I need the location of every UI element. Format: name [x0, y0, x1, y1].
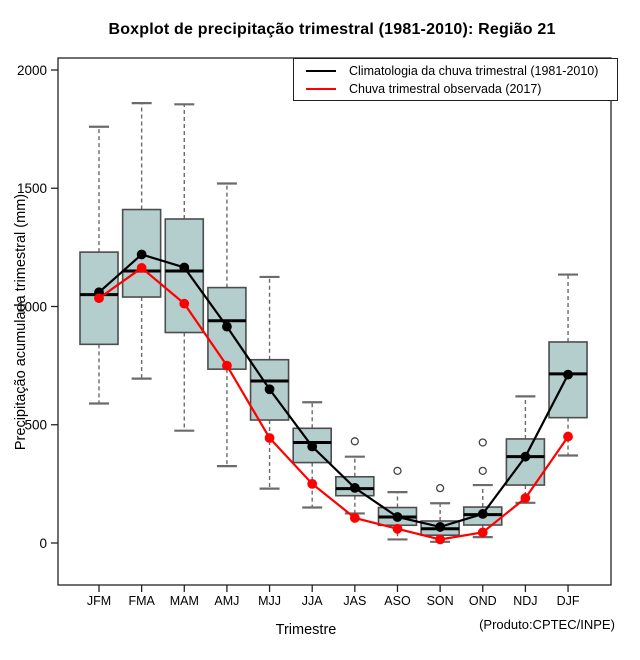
legend-label-climatologia: Climatologia da chuva trimestral (1981-2… — [349, 63, 599, 78]
climatologia-line — [98, 253, 570, 529]
climatologia-line-icon — [306, 69, 336, 72]
climatologia-point-DJF — [563, 369, 573, 380]
climatologia-point-JAS — [349, 482, 360, 493]
observada-line — [98, 266, 569, 541]
climatologia-point-MAM — [179, 262, 190, 273]
y-tick-label: 2000 — [17, 63, 47, 78]
x-tick-label: AMJ — [214, 594, 239, 608]
y-tick-label: 1000 — [17, 299, 47, 314]
climatologia-point-NDJ — [520, 451, 531, 462]
observada-point-JFM — [94, 293, 104, 304]
x-tick-label: JJA — [302, 594, 324, 608]
observada-point-AMJ — [222, 360, 232, 371]
y-tick-label: 0 — [39, 536, 47, 551]
observada-point-JJA — [307, 478, 318, 489]
x-tick-label: DJF — [557, 594, 580, 608]
observada-point-DJF — [563, 431, 573, 442]
x-tick-label: FMA — [128, 594, 155, 608]
climatologia-point-AMJ — [222, 321, 232, 332]
product-credit: (Produto:CPTEC/INPE) — [479, 617, 615, 632]
x-tick-label: NDJ — [513, 594, 537, 608]
box-DJF — [548, 341, 588, 419]
climatologia-point-MJJ — [264, 384, 275, 395]
outlier-ASO — [393, 466, 402, 476]
observada-point-JAS — [349, 513, 360, 523]
outlier-OND — [478, 466, 487, 476]
climatologia-point-OND — [477, 509, 488, 519]
legend-item-observada: Chuva trimestral observada (2017) — [294, 81, 617, 96]
legend: Climatologia da chuva trimestral (1981-2… — [293, 58, 618, 101]
x-tick-label: SON — [427, 594, 454, 608]
x-tick-label: OND — [469, 594, 497, 608]
observada-point-MJJ — [264, 433, 275, 443]
x-tick-label: JFM — [87, 594, 111, 608]
observada-point-SON — [435, 534, 446, 545]
x-tick-label: JAS — [343, 594, 366, 608]
climatologia-point-FMA — [136, 249, 147, 260]
box-MAM — [164, 218, 205, 334]
chart-title: Boxplot de precipitação trimestral (1981… — [108, 21, 556, 38]
legend-item-climatologia: Climatologia da chuva trimestral (1981-2… — [294, 63, 617, 78]
observada-point-FMA — [136, 263, 147, 273]
x-axis-label: Trimestre — [275, 622, 337, 638]
x-tick-label: MAM — [170, 594, 199, 608]
observada-point-ASO — [392, 523, 403, 534]
y-tick-label: 1500 — [17, 181, 47, 196]
observada-point-OND — [477, 527, 488, 538]
climatologia-point-SON — [435, 522, 446, 532]
climatologia-point-ASO — [392, 512, 403, 522]
legend-label-observada: Chuva trimestral observada (2017) — [349, 81, 542, 96]
climatologia-point-JJA — [307, 441, 318, 452]
x-tick-label: MJJ — [258, 594, 281, 608]
x-tick-label: ASO — [384, 594, 411, 608]
observada-point-MAM — [179, 298, 190, 309]
y-tick-label: 500 — [24, 418, 47, 433]
outlier-OND — [478, 438, 487, 447]
observada-point-NDJ — [520, 493, 531, 503]
box-NDJ — [505, 438, 546, 486]
observada-line-icon — [306, 87, 336, 90]
outlier-SON — [435, 483, 445, 493]
outlier-JAS — [350, 437, 359, 446]
